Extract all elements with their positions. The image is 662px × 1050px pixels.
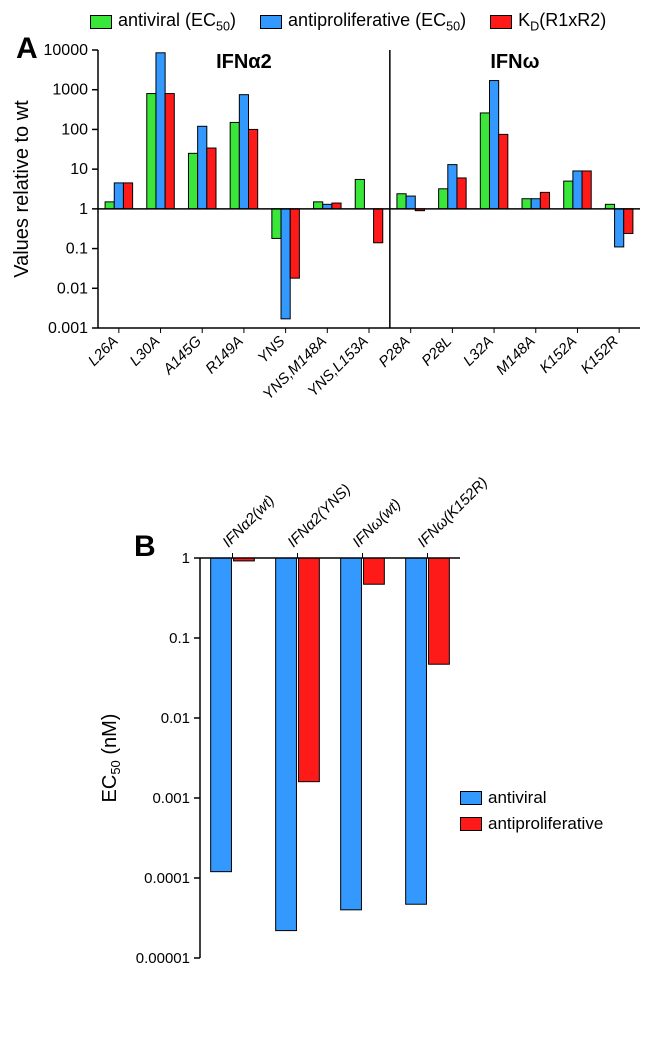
legend-item-kd: KD(R1xR2) [490, 10, 606, 34]
chart-a-svg: 0.001 0.01 0.1 1 10 100 1000 10000 Values relati… [10, 38, 650, 438]
svg-text:K152A: K152A [536, 332, 580, 376]
legend-b-item-antiviral: antiviral [460, 788, 603, 808]
svg-text:L32A: L32A [460, 332, 497, 369]
legend-label: KD(R1xR2) [518, 10, 606, 34]
panel-a-label: A [16, 32, 38, 66]
svg-text:1000: 1000 [52, 81, 88, 98]
svg-text:K152R: K152R [578, 332, 623, 377]
svg-text:IFNω(wt): IFNω(wt) [349, 495, 404, 550]
svg-text:0.001: 0.001 [152, 790, 190, 807]
legend-b: antiviral antiproliferative [460, 788, 603, 834]
svg-text:IFNα2(wt): IFNα2(wt) [219, 492, 278, 551]
svg-text:P28L: P28L [418, 332, 455, 369]
svg-text:IFNω: IFNω [490, 51, 539, 73]
svg-text:10000: 10000 [44, 42, 89, 59]
svg-text:0.0001: 0.0001 [144, 870, 190, 887]
svg-text:P28A: P28A [376, 332, 414, 370]
swatch-icon [90, 15, 112, 29]
svg-text:0.01: 0.01 [57, 280, 88, 297]
legend-b-item-antiproliferative: antiproliferative [460, 814, 603, 834]
swatch-icon [460, 791, 482, 805]
legend-item-antiproliferative: antiproliferative (EC50) [260, 10, 466, 34]
svg-text:0.1: 0.1 [169, 630, 190, 647]
svg-text:A145G: A145G [159, 332, 205, 378]
svg-text:0.001: 0.001 [48, 320, 88, 337]
legend-b-label: antiproliferative [488, 814, 603, 834]
svg-text:1: 1 [79, 200, 88, 217]
svg-text:0.00001: 0.00001 [136, 950, 190, 967]
svg-text:Values relative to wt: Values relative to wt [11, 99, 33, 277]
svg-text:IFNω(K152R): IFNω(K152R) [414, 474, 491, 551]
svg-text:10: 10 [70, 161, 88, 178]
svg-text:0.01: 0.01 [161, 710, 190, 727]
panel-b-label: B [134, 530, 156, 564]
panel-b: B 0.00001 0.0001 0.001 0.01 0.1 1 EC50 (nM) IFN… [90, 458, 652, 978]
svg-text:R149A: R149A [202, 332, 246, 376]
chart-b-svg: 0.00001 0.0001 0.001 0.01 0.1 1 EC50 (nM) IFNα2… [90, 458, 610, 978]
svg-text:EC50 (nM): EC50 (nM) [99, 713, 123, 802]
legend-b-label: antiviral [488, 788, 547, 808]
swatch-icon [260, 15, 282, 29]
svg-text:IFNα2: IFNα2 [216, 51, 272, 73]
svg-text:1: 1 [182, 550, 190, 567]
legend-label: antiviral (EC50) [118, 10, 236, 34]
legend-item-antiviral: antiviral (EC50) [90, 10, 236, 34]
svg-text:100: 100 [61, 121, 88, 138]
svg-text:L26A: L26A [85, 332, 122, 369]
svg-text:YNS: YNS [255, 332, 289, 366]
legend-label: antiproliferative (EC50) [288, 10, 466, 34]
swatch-icon [460, 817, 482, 831]
legend-top: antiviral (EC50) antiproliferative (EC50… [90, 10, 652, 34]
swatch-icon [490, 15, 512, 29]
panel-a: A 0.0010.010.1110100100010000Values rela… [10, 38, 652, 438]
svg-text:IFNα2(YNS): IFNα2(YNS) [284, 480, 354, 550]
svg-text:0.1: 0.1 [66, 240, 88, 257]
svg-text:M148A: M148A [493, 332, 539, 378]
figure: antiviral (EC50) antiproliferative (EC50… [10, 10, 652, 978]
svg-text:L30A: L30A [127, 332, 164, 369]
